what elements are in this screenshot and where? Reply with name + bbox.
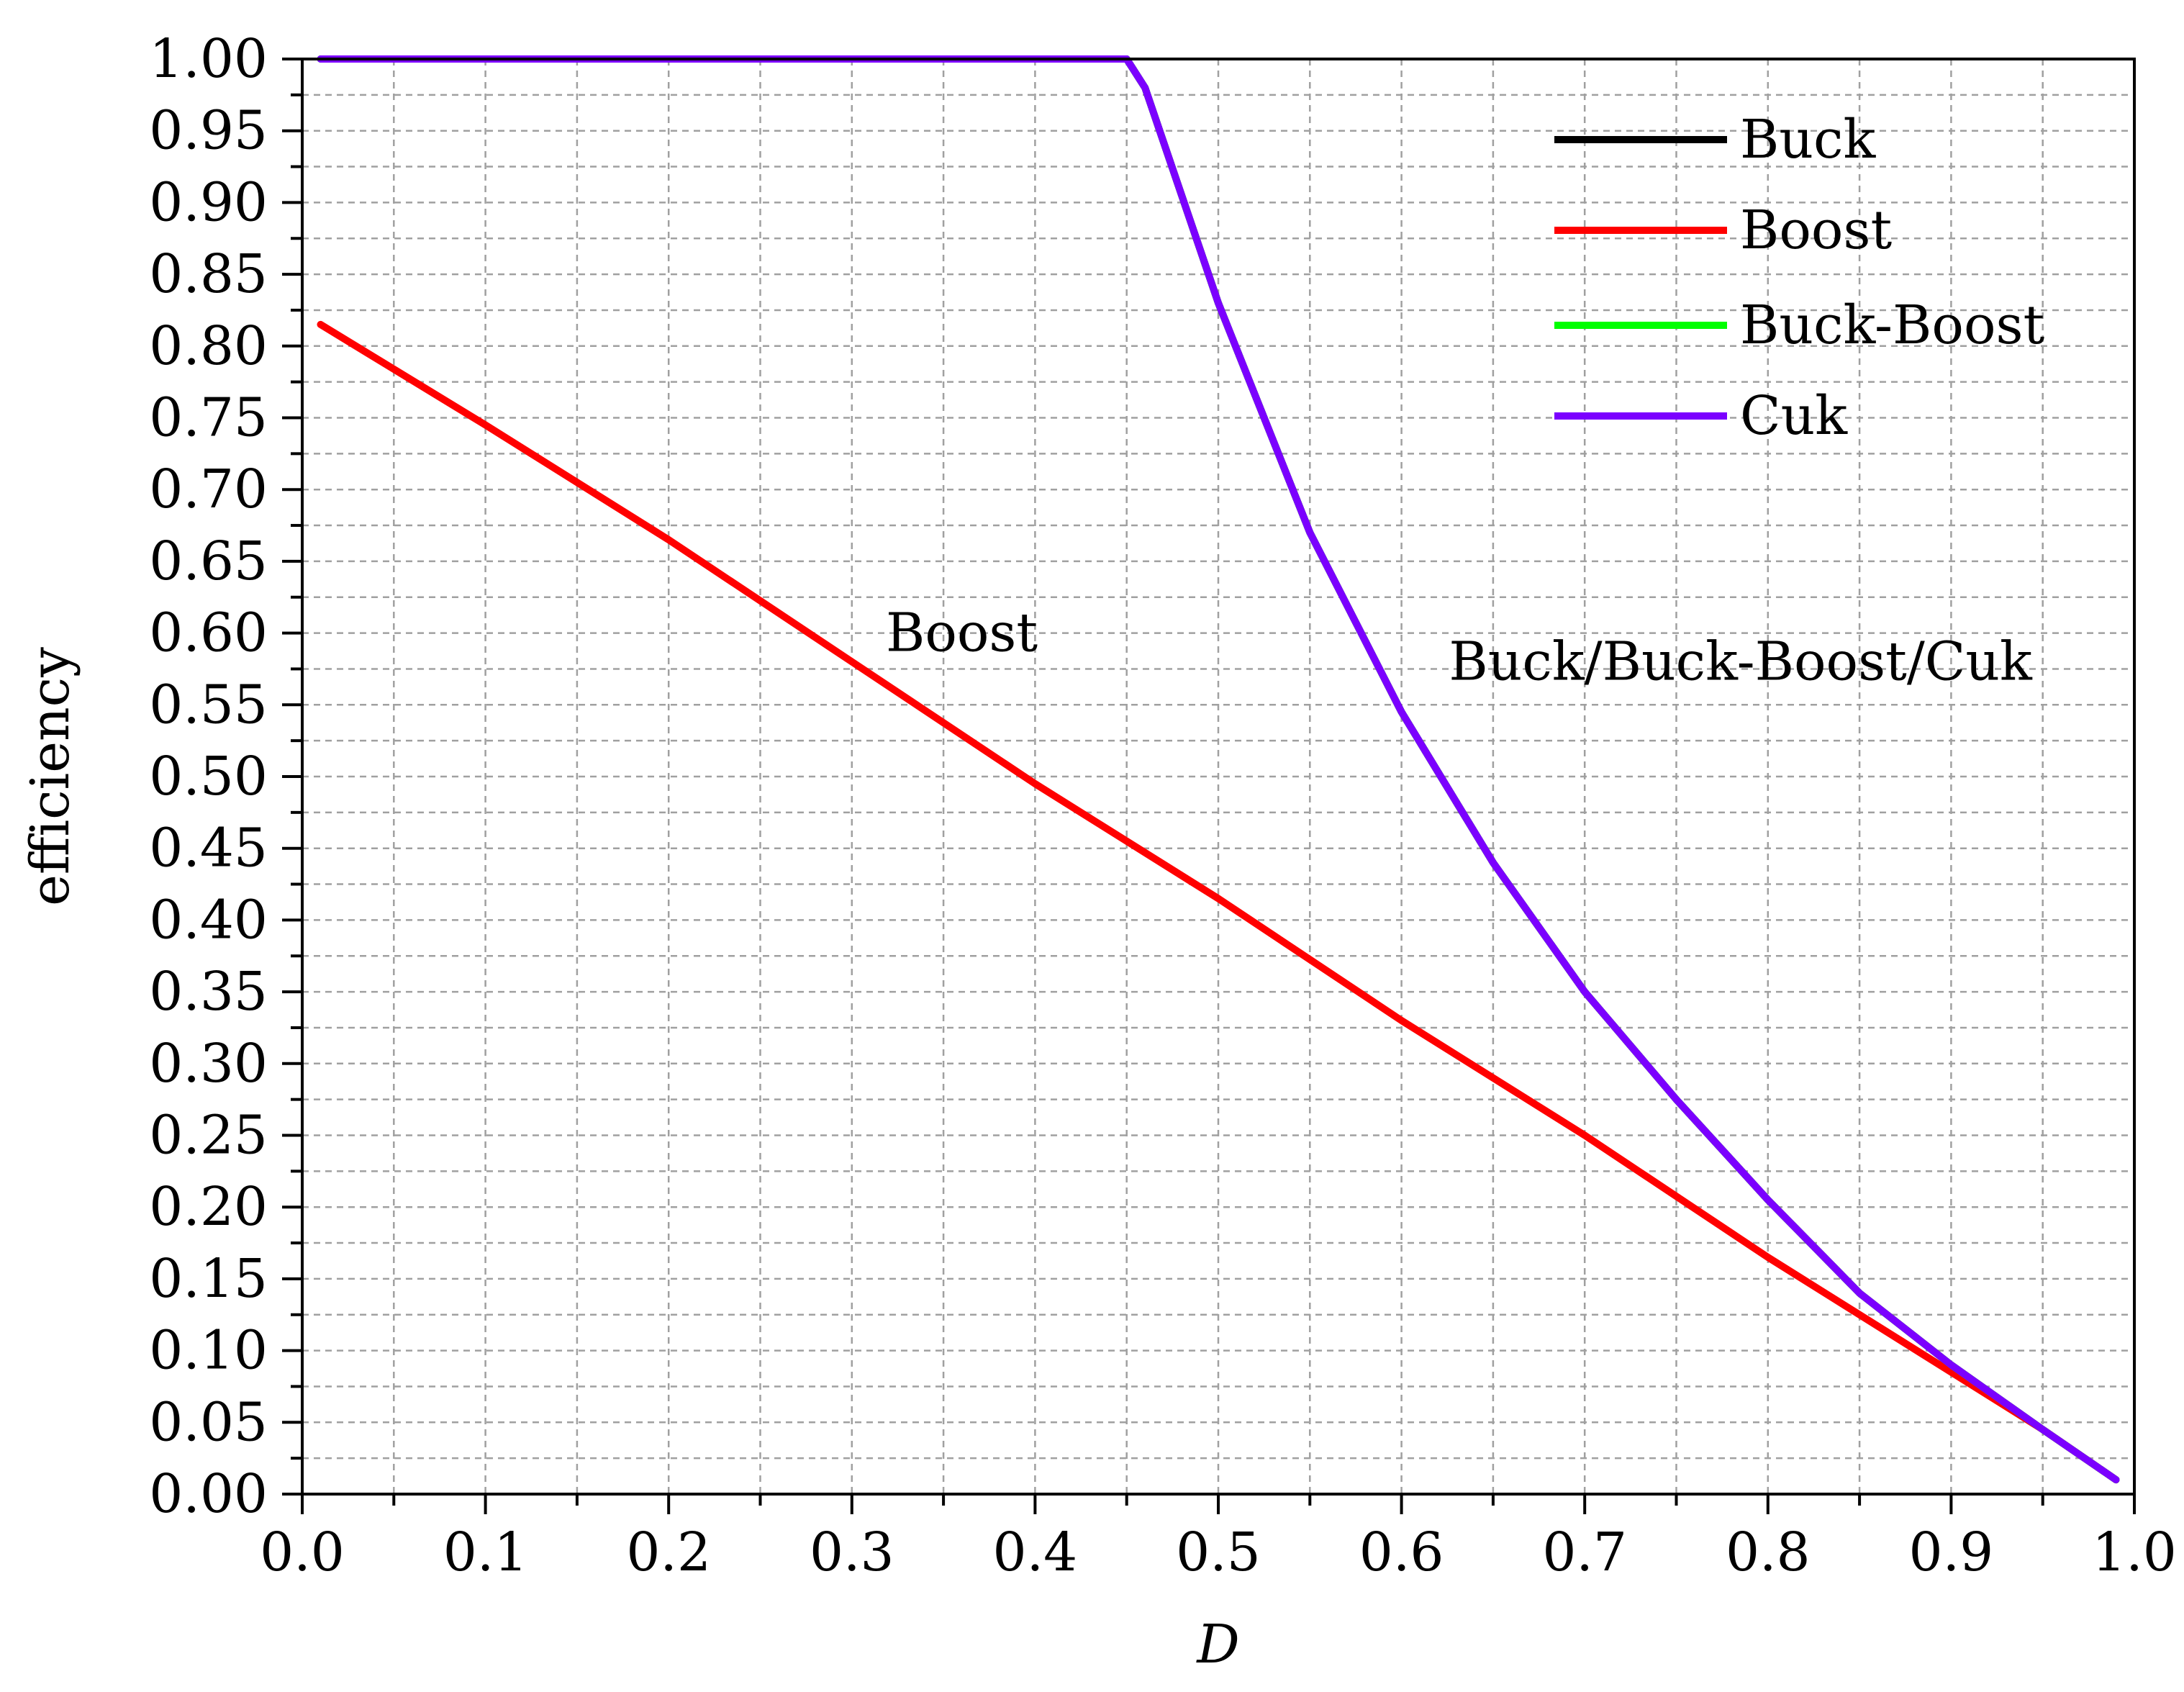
y-tick-label: 0.55 [149, 674, 268, 736]
y-tick-label: 0.75 [149, 387, 268, 449]
y-tick-label: 0.80 [149, 315, 268, 377]
y-tick-label: 0.45 [149, 818, 268, 879]
y-tick-label: 0.10 [149, 1320, 268, 1382]
y-tick-label: 0.65 [149, 530, 268, 592]
x-tick-label: 0.8 [1726, 1521, 1811, 1583]
series-line-boost [317, 320, 2120, 1484]
y-tick-label: 0.60 [149, 602, 268, 664]
x-tick-label: 1.0 [2092, 1521, 2177, 1583]
x-tick-label: 0.4 [993, 1521, 1078, 1583]
x-tick-label: 0.1 [443, 1521, 528, 1583]
y-tick-label: 0.25 [149, 1105, 268, 1167]
legend-label: Buck-Boost [1740, 294, 2044, 356]
y-tick-label: 0.70 [149, 458, 268, 520]
grid-layer [302, 59, 2134, 1494]
x-tick-label: 0.6 [1359, 1521, 1444, 1583]
annotation-layer: Boost Buck/Buck-Boost/Cuk [886, 602, 2033, 693]
y-tick-label: 0.05 [149, 1391, 268, 1453]
legend-label: Buck [1740, 109, 1876, 171]
x-axis-ticks: 0.0 0.1 0.2 0.3 0.4 0.5 0.6 0.7 0.8 0.9 1.0 [260, 1494, 2177, 1583]
y-tick-label: 0.85 [149, 243, 268, 305]
x-tick-label: 0.5 [1176, 1521, 1261, 1583]
y-axis-ticks: 0.00 0.05 0.10 0.15 0.20 0.25 0.30 0.35 0.40 0.45… [149, 28, 302, 1525]
annotation-label: Buck/Buck-Boost/Cuk [1449, 630, 2033, 692]
y-tick-label: 0.35 [149, 961, 268, 1023]
y-tick-label: 0.90 [149, 171, 268, 233]
x-tick-label: 0.2 [626, 1521, 711, 1583]
x-tick-label: 0.9 [1909, 1521, 1994, 1583]
x-tick-label: 0.0 [260, 1521, 345, 1583]
legend: Buck Boost Buck-Boost Cuk [1554, 109, 2044, 447]
y-tick-label: 0.20 [149, 1176, 268, 1238]
x-tick-label: 0.7 [1542, 1521, 1627, 1583]
y-axis-title: efficiency [19, 647, 81, 906]
legend-label: Boost [1740, 199, 1892, 261]
y-tick-label: 0.95 [149, 100, 268, 162]
x-axis-title: D [1195, 1614, 1239, 1675]
legend-label: Cuk [1740, 385, 1848, 447]
y-tick-label: 0.40 [149, 889, 268, 951]
y-tick-label: 1.00 [149, 28, 268, 90]
x-tick-label: 0.3 [810, 1521, 894, 1583]
annotation-label: Boost [886, 602, 1038, 664]
y-tick-label: 0.30 [149, 1033, 268, 1095]
y-tick-label: 0.15 [149, 1248, 268, 1310]
y-tick-label: 0.00 [149, 1463, 268, 1525]
y-tick-label: 0.50 [149, 746, 268, 807]
